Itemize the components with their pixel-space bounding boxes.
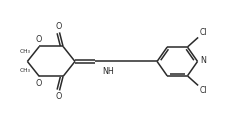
Text: NH: NH bbox=[102, 67, 114, 76]
Text: Cl: Cl bbox=[199, 86, 207, 95]
Text: CH₃: CH₃ bbox=[20, 49, 30, 54]
Text: O: O bbox=[55, 22, 62, 31]
Text: N: N bbox=[200, 56, 206, 65]
Text: O: O bbox=[35, 79, 41, 88]
Text: CH₃: CH₃ bbox=[20, 68, 30, 73]
Text: O: O bbox=[55, 92, 62, 101]
Text: Cl: Cl bbox=[199, 28, 207, 37]
Text: O: O bbox=[35, 35, 41, 44]
